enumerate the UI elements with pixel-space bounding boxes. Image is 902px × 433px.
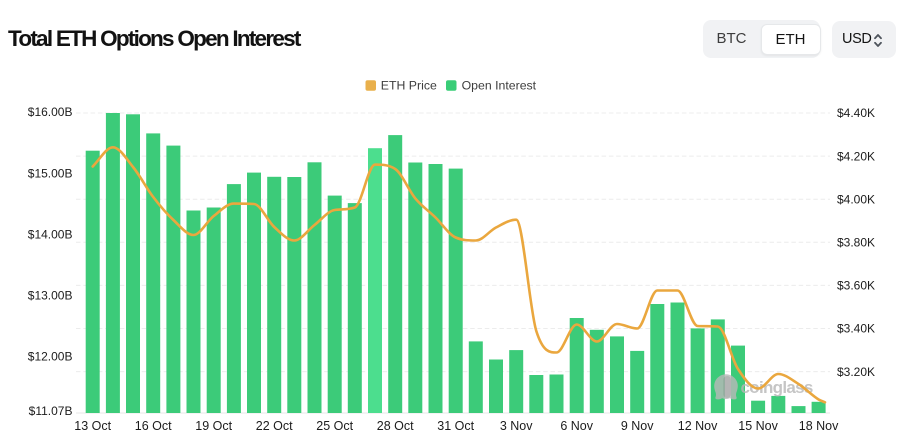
svg-text:$14.00B: $14.00B: [28, 227, 73, 241]
svg-text:$4.00K: $4.00K: [837, 192, 875, 206]
svg-text:18 Nov: 18 Nov: [799, 419, 839, 433]
svg-text:16 Oct: 16 Oct: [135, 419, 172, 433]
svg-text:ETH Price: ETH Price: [381, 79, 437, 93]
svg-text:6 Nov: 6 Nov: [560, 419, 593, 433]
svg-text:13 Oct: 13 Oct: [74, 419, 111, 433]
svg-text:$15.00B: $15.00B: [28, 166, 73, 180]
svg-text:$4.40K: $4.40K: [837, 106, 875, 120]
svg-text:19 Oct: 19 Oct: [195, 419, 232, 433]
svg-text:22 Oct: 22 Oct: [256, 419, 293, 433]
svg-text:31 Oct: 31 Oct: [437, 419, 474, 433]
svg-text:$12.00B: $12.00B: [28, 350, 73, 364]
svg-text:3 Nov: 3 Nov: [500, 419, 533, 433]
svg-text:$13.00B: $13.00B: [28, 288, 73, 302]
svg-text:$3.80K: $3.80K: [837, 236, 875, 250]
svg-text:$4.20K: $4.20K: [837, 149, 875, 163]
svg-text:$3.20K: $3.20K: [837, 365, 875, 379]
svg-text:$16.00B: $16.00B: [28, 105, 73, 119]
svg-text:Open Interest: Open Interest: [462, 79, 537, 93]
svg-text:12 Nov: 12 Nov: [678, 419, 718, 433]
svg-text:$3.40K: $3.40K: [837, 322, 875, 336]
svg-text:9 Nov: 9 Nov: [621, 419, 654, 433]
svg-text:$11.07B: $11.07B: [29, 404, 73, 418]
svg-text:15 Nov: 15 Nov: [738, 419, 778, 433]
svg-text:28 Oct: 28 Oct: [377, 419, 414, 433]
svg-text:25 Oct: 25 Oct: [316, 419, 353, 433]
svg-text:$3.60K: $3.60K: [837, 279, 875, 293]
